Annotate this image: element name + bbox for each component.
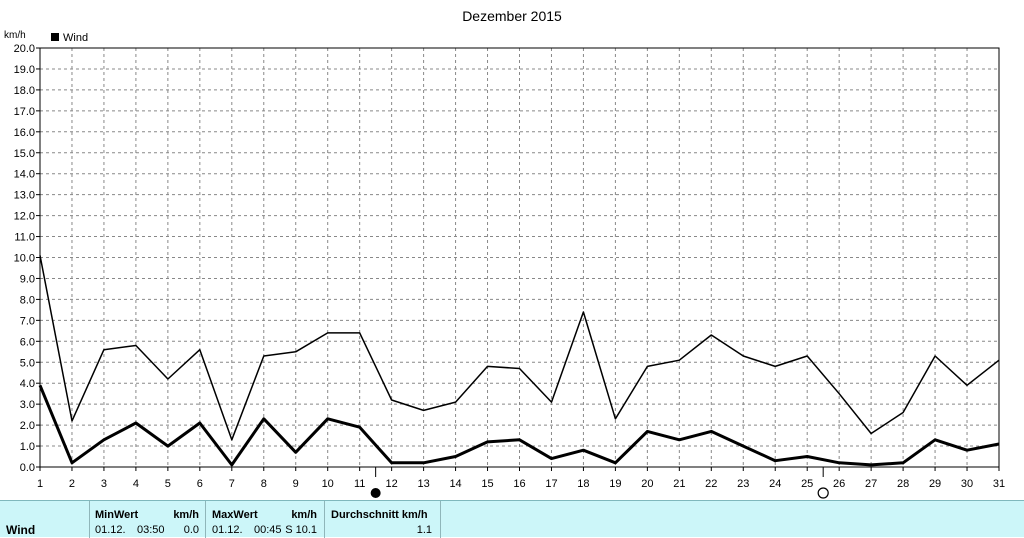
x-tick-label: 31: [993, 478, 1005, 490]
x-tick-label: 27: [865, 478, 877, 490]
max-time: 00:45: [254, 524, 282, 536]
x-tick-label: 10: [322, 478, 334, 490]
legend-swatch: [51, 33, 59, 41]
y-tick-label: 10.0: [14, 253, 35, 265]
x-tick-label: 16: [513, 478, 525, 490]
series-line-average: [38, 384, 1000, 467]
x-tick-label: 14: [449, 478, 461, 490]
stats-row-label: Wind: [6, 523, 36, 537]
x-tick-label: 22: [705, 478, 717, 490]
y-tick-label: 7.0: [20, 315, 35, 327]
y-tick-label: 5.0: [20, 357, 35, 369]
x-tick-label: 12: [386, 478, 398, 490]
y-tick-label: 17.0: [14, 106, 35, 118]
x-tick-label: 20: [641, 478, 653, 490]
max-unit: km/h: [291, 509, 317, 521]
x-tick-label: 17: [545, 478, 557, 490]
x-tick-label: 9: [293, 478, 299, 490]
x-tick-label: 7: [229, 478, 235, 490]
x-tick-label: 24: [769, 478, 781, 490]
y-tick-label: 16.0: [14, 127, 35, 139]
x-tick-label: 15: [481, 478, 493, 490]
x-tick-label: 6: [197, 478, 203, 490]
y-tick-label: 8.0: [20, 294, 35, 306]
grid: [40, 48, 999, 467]
x-tick-label: 1: [37, 478, 43, 490]
x-tick-label: 8: [261, 478, 267, 490]
y-tick-label: 19.0: [14, 64, 35, 76]
max-label: MaxWert: [212, 509, 258, 521]
wind-chart: Dezember 2015 km/h Wind 0.0 1.0 2.0 3.0 4.0 5…: [4, 8, 1005, 499]
x-tick-label: 11: [354, 478, 365, 490]
max-value: S 10.1: [285, 524, 317, 536]
x-tick-label: 18: [577, 478, 589, 490]
y-tick-label: 0.0: [20, 462, 35, 474]
x-tick-label: 28: [897, 478, 909, 490]
plot-area-frame: [39, 47, 1000, 468]
y-axis-unit-label: km/h: [4, 30, 26, 41]
y-axis-ticks: 0.0 1.0 2.0 3.0 4.0 5.0 6.0 7.0 8.0 9.0 10.0 11.0 12…: [14, 43, 40, 474]
x-tick-label: 23: [737, 478, 749, 490]
x-tick-label: 4: [133, 478, 139, 490]
y-tick-label: 11.0: [14, 232, 35, 244]
max-date: 01.12.: [212, 524, 243, 536]
average-label: Durchschnitt km/h: [331, 509, 428, 521]
y-tick-label: 14.0: [14, 169, 35, 181]
min-value: 0.0: [183, 524, 199, 536]
x-tick-label: 19: [609, 478, 621, 490]
max-value-cell: MaxWert km/h 01.12. 00:45 S 10.1: [205, 501, 324, 538]
y-tick-label: 13.0: [14, 190, 35, 202]
y-tick-label: 12.0: [14, 211, 35, 223]
y-tick-label: 18.0: [14, 85, 35, 97]
y-tick-label: 9.0: [20, 273, 35, 285]
x-tick-label: 30: [961, 478, 973, 490]
x-tick-label: 3: [101, 478, 107, 490]
y-tick-label: 6.0: [20, 336, 35, 348]
average-value: 1.1: [416, 524, 432, 536]
min-unit: km/h: [173, 509, 199, 521]
min-value-cell: MinWert km/h 01.12. 03:50 0.0: [89, 501, 205, 538]
min-label: MinWert: [95, 509, 139, 521]
x-tick-label: 21: [673, 478, 685, 490]
average-value-cell: Durchschnitt km/h 1.1: [324, 501, 441, 538]
moon-phase-markers: [370, 467, 829, 499]
x-axis-ticks: 1 2 3 4 5 6 7 8 9 10 11 12 13 14 15 16 17 18 19 20 21 22 23 24 2…: [37, 467, 1005, 490]
full-moon-icon: [817, 487, 829, 499]
min-date: 01.12.: [95, 524, 126, 536]
min-time: 03:50: [137, 524, 165, 536]
x-tick-label: 25: [801, 478, 813, 490]
y-tick-label: 4.0: [20, 378, 35, 390]
y-tick-label: 15.0: [14, 148, 35, 160]
x-tick-label: 2: [69, 478, 75, 490]
legend-label-wind: Wind: [63, 32, 88, 44]
series-lines: [38, 255, 1000, 467]
y-tick-label: 20.0: [14, 43, 35, 55]
x-tick-label: 5: [165, 478, 171, 490]
y-tick-label: 3.0: [20, 399, 35, 411]
x-tick-label: 26: [833, 478, 845, 490]
statistics-bar: Wind MinWert km/h 01.12. 03:50 0.0 MaxWe…: [0, 500, 1024, 538]
new-moon-icon: [370, 488, 381, 498]
y-tick-label: 1.0: [20, 441, 35, 453]
x-tick-label: 13: [417, 478, 429, 490]
chart-title: Dezember 2015: [462, 8, 562, 24]
series-line-max: [39, 255, 1000, 441]
x-tick-label: 29: [929, 478, 941, 490]
y-tick-label: 2.0: [20, 420, 35, 432]
